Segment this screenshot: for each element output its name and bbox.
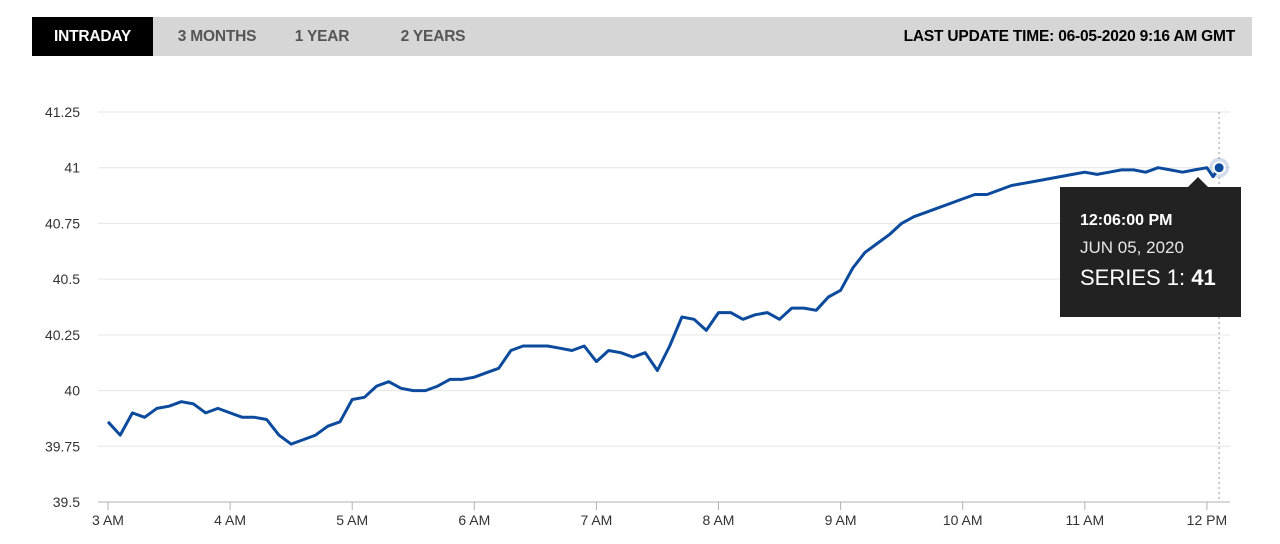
tab-intraday[interactable]: INTRADAY bbox=[32, 17, 153, 56]
x-axis-ticks: 3 AM 4 AM 5 AM 6 AM 7 AM 8 AM 9 AM 10 AM 11 AM 12… bbox=[92, 502, 1227, 528]
tab-1-year[interactable]: 1 YEAR bbox=[294, 27, 350, 45]
y-tick-label: 40.75 bbox=[45, 215, 80, 231]
tooltip-series: SERIES 1: 41 bbox=[1080, 265, 1241, 291]
y-tick-label: 39.5 bbox=[53, 494, 80, 510]
chart-tooltip: 12:06:00 PM JUN 05, 2020 SERIES 1: 41 bbox=[1060, 177, 1241, 317]
y-tick-label: 39.75 bbox=[45, 438, 80, 454]
y-axis-ticks: 39.5 39.75 40 40.25 40.5 40.75 41 41.25 bbox=[45, 104, 80, 510]
tooltip-series-label: SERIES 1: bbox=[1080, 265, 1186, 290]
series-1-line bbox=[106, 166, 1221, 446]
hover-point[interactable] bbox=[1212, 161, 1226, 175]
y-tick-label: 40.25 bbox=[45, 327, 80, 343]
y-tick-label: 41.25 bbox=[45, 104, 80, 120]
y-tick-label: 40 bbox=[64, 383, 80, 399]
tab-3-months[interactable]: 3 MONTHS bbox=[177, 27, 257, 45]
tooltip-date: JUN 05, 2020 bbox=[1080, 238, 1184, 257]
x-tick-label: 11 AM bbox=[1065, 512, 1104, 528]
range-tab-bar: INTRADAY 3 MONTHS 1 YEAR 2 YEARS LAST UP… bbox=[32, 17, 1252, 56]
x-tick-label: 9 AM bbox=[825, 512, 857, 528]
x-tick-label: 8 AM bbox=[703, 512, 735, 528]
y-tick-label: 41 bbox=[64, 160, 80, 176]
last-update-time: LAST UPDATE TIME: 06-05-2020 9:16 AM GMT bbox=[903, 27, 1236, 45]
chart-gridlines bbox=[98, 111, 1230, 503]
tooltip-time: 12:06:00 PM bbox=[1080, 212, 1173, 229]
x-tick-label: 5 AM bbox=[336, 512, 368, 528]
y-tick-label: 40.5 bbox=[53, 271, 80, 287]
x-tick-label: 10 AM bbox=[943, 512, 983, 528]
x-tick-label: 12 PM bbox=[1187, 512, 1227, 528]
x-tick-label: 7 AM bbox=[580, 512, 612, 528]
x-tick-label: 6 AM bbox=[458, 512, 490, 528]
x-tick-label: 3 AM bbox=[92, 512, 124, 528]
tooltip-series-value: 41 bbox=[1191, 265, 1216, 290]
x-tick-label: 4 AM bbox=[214, 512, 246, 528]
tab-2-years[interactable]: 2 YEARS bbox=[400, 27, 466, 45]
